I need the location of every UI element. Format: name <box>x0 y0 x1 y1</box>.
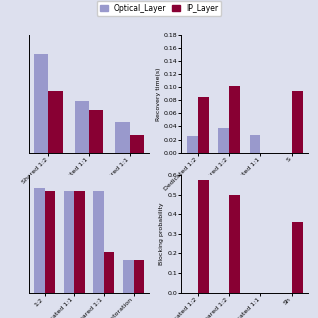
Bar <box>48 92 63 153</box>
Bar <box>75 101 89 153</box>
Bar <box>34 54 48 153</box>
Bar <box>64 191 74 293</box>
Bar <box>104 252 114 293</box>
Bar <box>229 86 240 153</box>
Bar <box>229 195 240 293</box>
Legend: Optical_Layer, IP_Layer: Optical_Layer, IP_Layer <box>97 1 221 16</box>
Bar <box>292 222 303 293</box>
Y-axis label: Blocking probability: Blocking probability <box>159 203 164 265</box>
Bar <box>198 180 209 293</box>
Bar <box>134 260 144 293</box>
Bar <box>250 135 260 153</box>
Bar <box>45 191 55 293</box>
Bar <box>198 97 209 153</box>
Bar <box>218 128 229 153</box>
X-axis label: (a): (a) <box>83 197 95 206</box>
Bar <box>292 91 303 153</box>
Bar <box>187 136 198 153</box>
Bar <box>93 191 104 293</box>
Bar <box>74 191 85 293</box>
X-axis label: (b): (b) <box>239 197 251 206</box>
Bar <box>34 188 45 293</box>
Bar <box>130 135 144 153</box>
Bar <box>89 110 103 153</box>
Y-axis label: Recovery time(s): Recovery time(s) <box>156 67 161 121</box>
Bar <box>123 260 134 293</box>
Bar <box>115 122 130 153</box>
